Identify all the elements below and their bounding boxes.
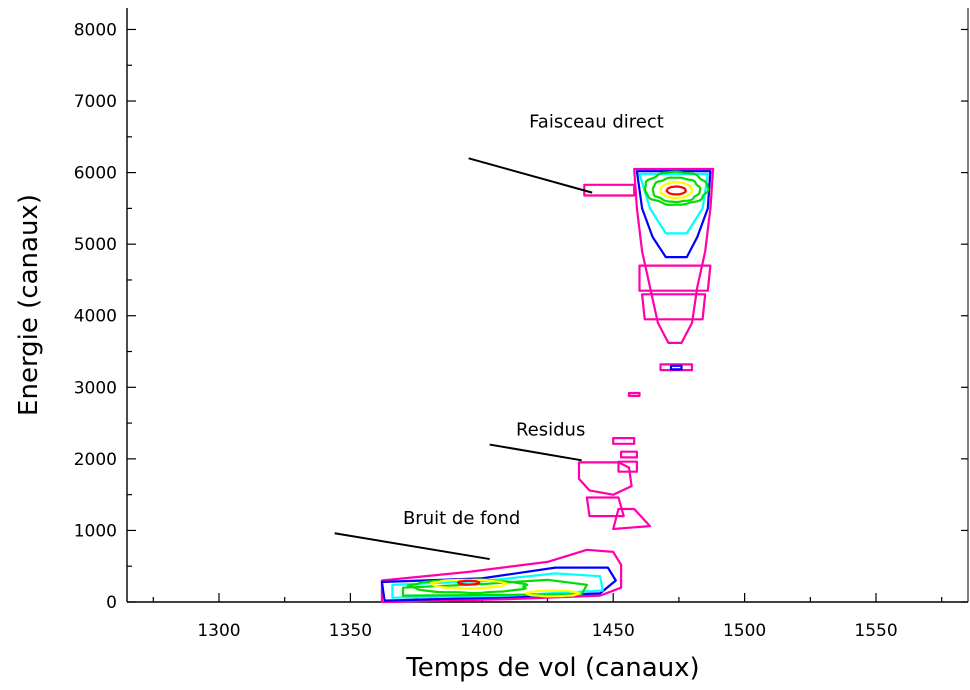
beam-tail-contour-2 [627, 391, 641, 397]
noise-contour-red [457, 579, 481, 586]
x-tick-label: 1350 [329, 621, 372, 641]
residue-contour-4 [612, 507, 652, 531]
noise-contour-green [401, 578, 588, 597]
annotation-label: Faisceau direct [529, 112, 664, 133]
beam-contour-pink-2 [638, 264, 712, 292]
axis-tick-labels: 1300 1350 1400 1450 1500 1550 0 1000 2000 3000 400… [74, 20, 898, 641]
x-tick-label: 1400 [460, 621, 503, 641]
beam-tail-contour [659, 363, 694, 372]
x-tick-label: 1300 [197, 621, 240, 641]
x-tick-label: 1500 [723, 621, 766, 641]
annotation-line [468, 157, 593, 194]
beam-outer-contour [633, 167, 715, 344]
y-tick-label: 0 [106, 593, 117, 613]
beam-contour-cyan [638, 172, 709, 235]
residue-contour-5 [617, 460, 638, 473]
residue-contour-2 [577, 461, 633, 496]
y-tick-label: 3000 [74, 378, 117, 398]
annotation-line [334, 532, 490, 561]
noise-contour-blue [380, 566, 617, 602]
beam-contour-green [643, 170, 710, 206]
noise-outer-contour [380, 548, 623, 604]
annotation-label: Bruit de fond [403, 508, 520, 529]
y-tick-label: 6000 [74, 164, 117, 184]
residue-contour-1 [612, 437, 636, 445]
y-axis-title: Energie (canaux) [14, 194, 44, 416]
beam-side-contour [583, 183, 636, 197]
y-tick-label: 8000 [74, 20, 117, 40]
beam-tail-contour-blue [669, 364, 683, 371]
y-tick-label: 7000 [74, 92, 117, 112]
y-tick-label: 2000 [74, 450, 117, 470]
annotations: Faisceau direct Residus Bruit de fond [334, 112, 664, 561]
beam-contour-yellow [659, 181, 694, 200]
y-tick-label: 4000 [74, 307, 117, 327]
residue-contour-6 [620, 450, 638, 459]
noise-contour-yellow [429, 578, 508, 590]
annotation-line [489, 443, 582, 462]
beam-contour-blue [635, 170, 712, 259]
residue-contour-3 [585, 496, 625, 518]
noise-contour-yellow-2 [525, 589, 581, 598]
beam-contour-green-2 [651, 176, 702, 204]
x-axis-title: Temps de vol (canaux) [405, 653, 699, 683]
annotation-label: Residus [516, 419, 585, 440]
plot-frame [126, 8, 969, 603]
contour-lines [380, 167, 715, 604]
x-tick-label: 1550 [854, 621, 897, 641]
x-tick-label: 1450 [592, 621, 635, 641]
y-tick-label: 1000 [74, 521, 117, 541]
beam-contour-red [665, 185, 687, 196]
beam-contour-pink-3 [641, 293, 707, 321]
y-tick-label: 5000 [74, 235, 117, 255]
